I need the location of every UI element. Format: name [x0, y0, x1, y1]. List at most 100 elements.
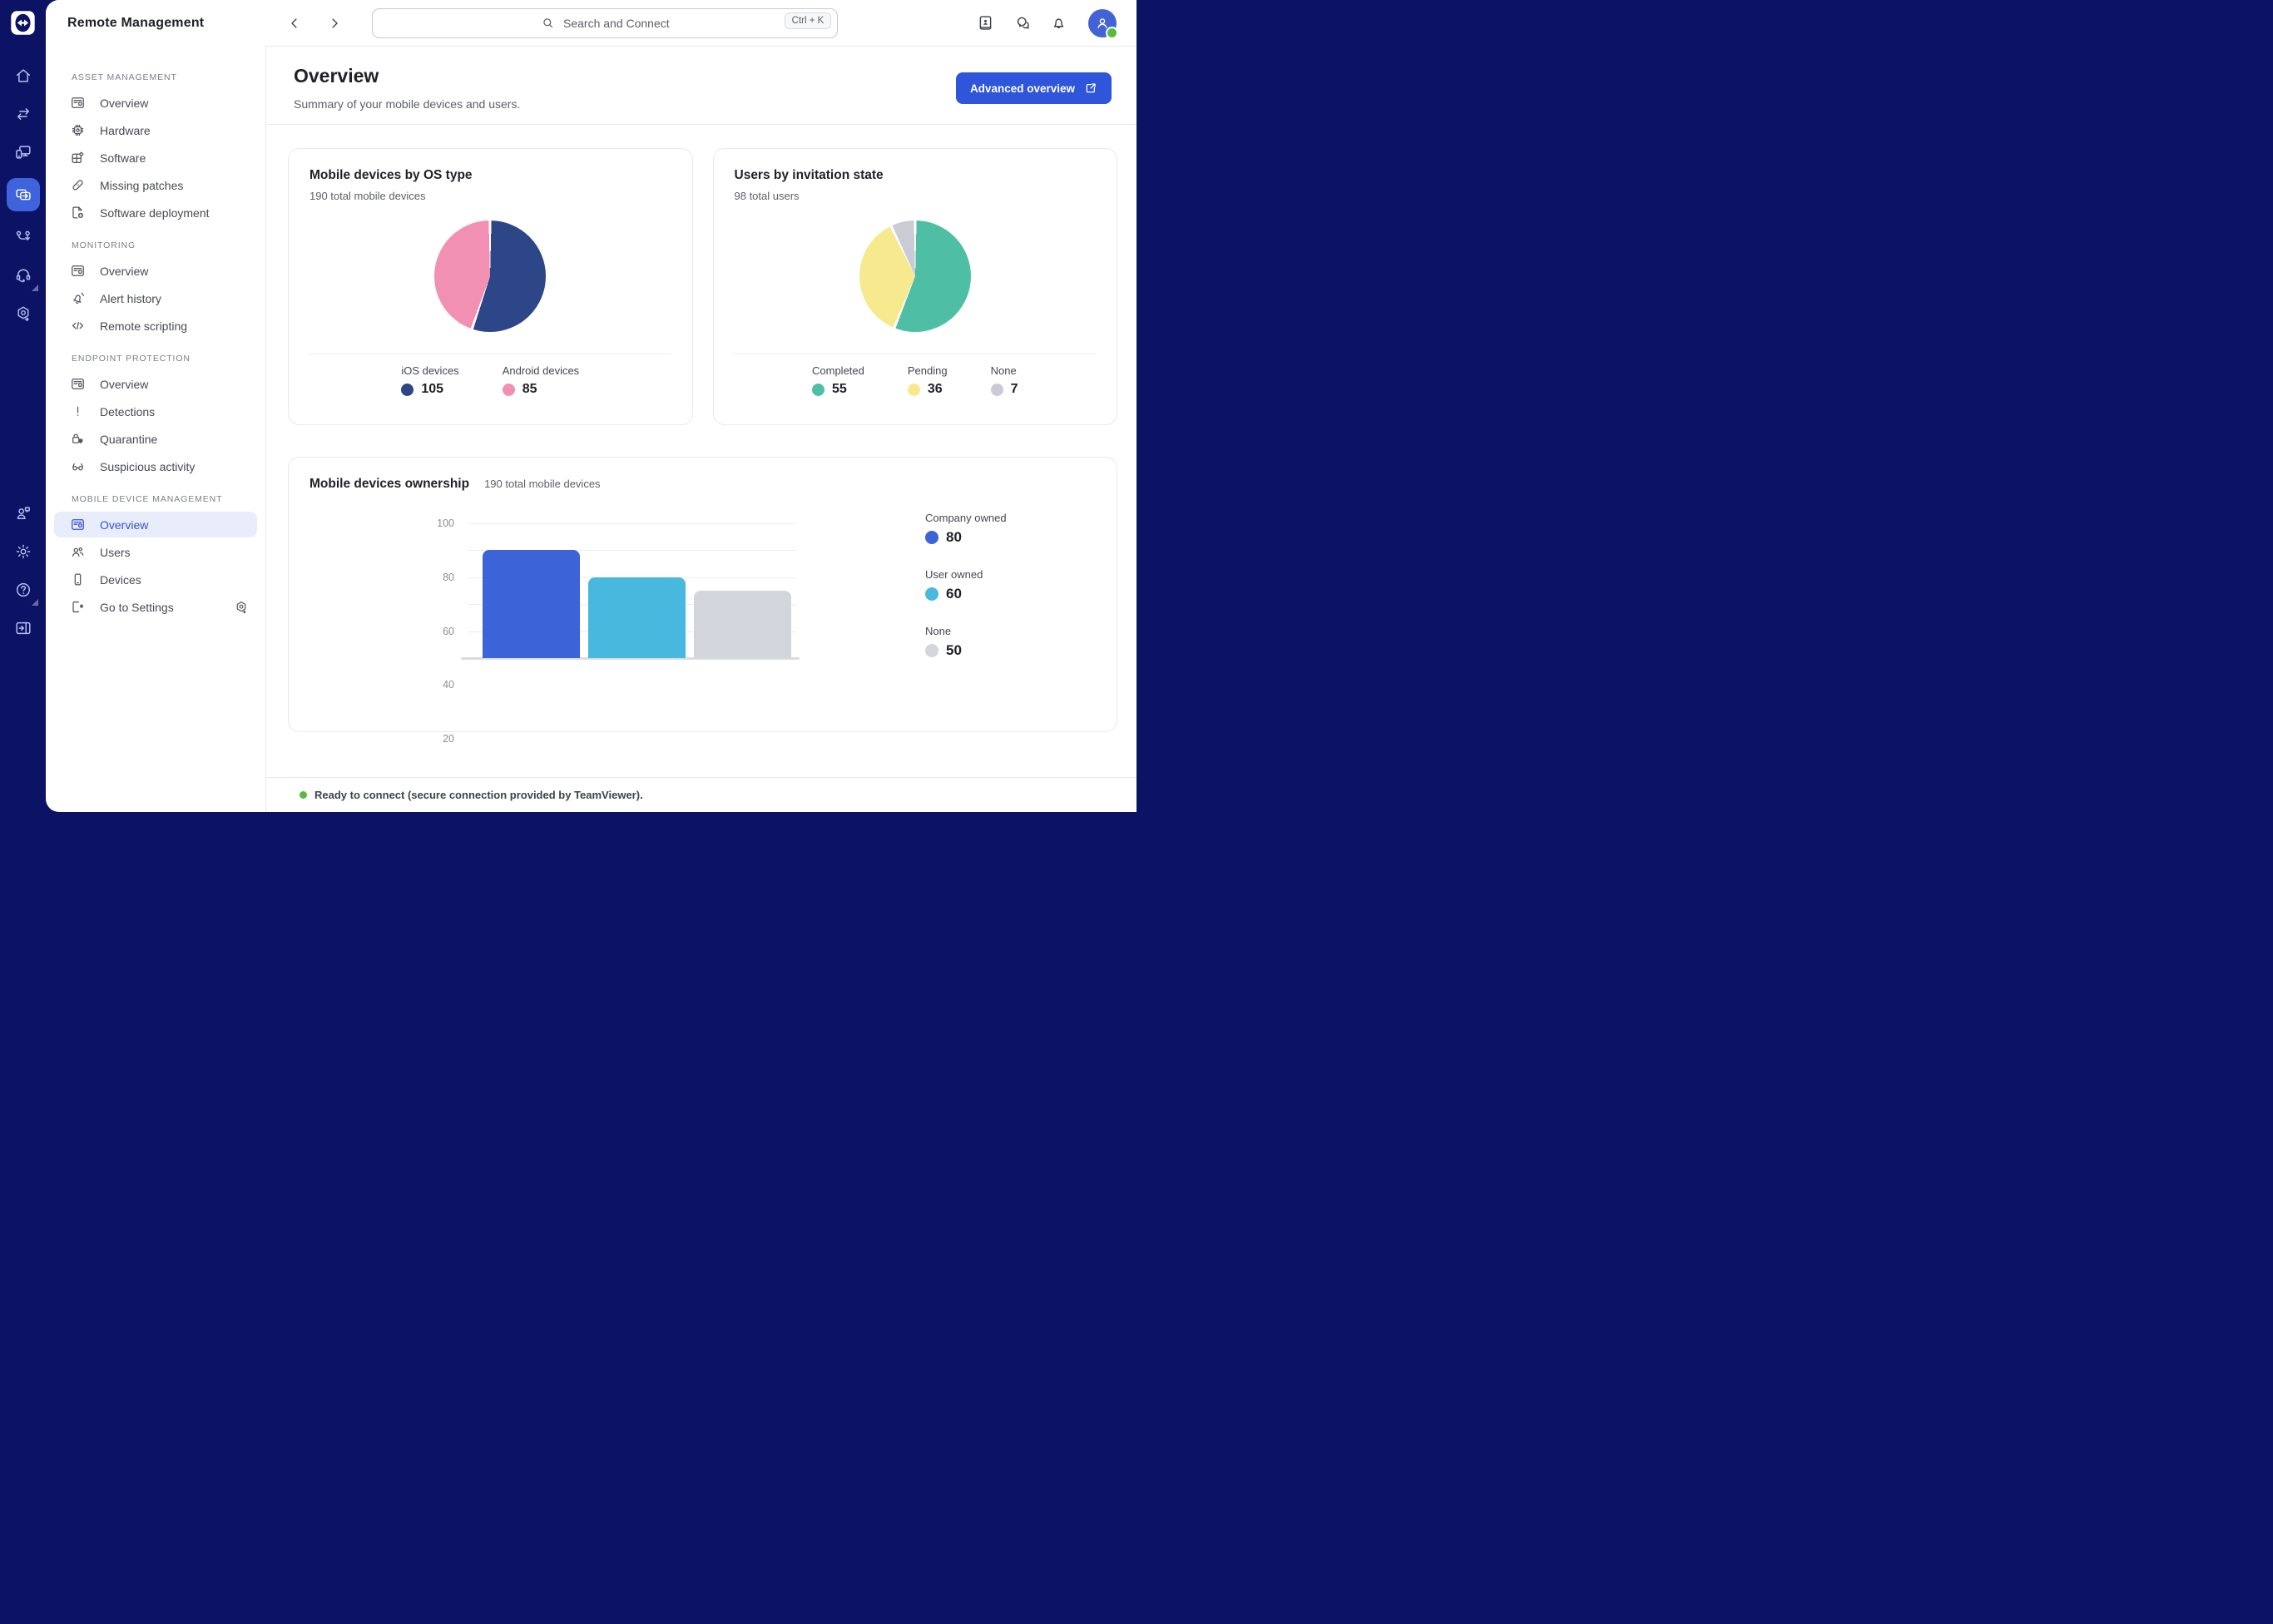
x-axis-baseline — [461, 657, 800, 660]
sidebar-item-overview[interactable]: Overview — [54, 258, 257, 284]
sidebar-item-label: Overview — [100, 264, 149, 278]
sidebar-item-remote-scripting[interactable]: Remote scripting — [54, 313, 257, 339]
legend-value: 85 — [522, 382, 537, 396]
rail-item-devices[interactable] — [11, 140, 36, 165]
card-subtitle: 190 total mobile devices — [310, 190, 426, 202]
sidebar-item-alert-history[interactable]: Alert history — [54, 285, 257, 311]
rail-item-settings-gear[interactable] — [11, 539, 36, 564]
search-placeholder-wrap: Search and Connect — [541, 16, 670, 30]
rail-item-hexagon-session[interactable] — [11, 301, 36, 326]
page-header: Overview Summary of your mobile devices … — [266, 47, 1136, 125]
contact-book-icon[interactable] — [977, 14, 994, 32]
legend-item-company-owned: Company owned 80 — [925, 512, 1007, 546]
advanced-overview-label: Advanced overview — [969, 82, 1075, 95]
sidebar-section-title-monitoring: MONITORING — [72, 240, 136, 250]
bar-company-owned — [483, 550, 580, 658]
sidebar-item-quarantine[interactable]: Quarantine — [54, 426, 257, 452]
bar-legend: Company owned 80 User owned 60 None 50 — [925, 512, 1007, 659]
card-devices-by-os: Mobile devices by OS type 190 total mobi… — [288, 148, 693, 425]
app-title: Remote Management — [67, 15, 205, 30]
advanced-overview-button[interactable]: Advanced overview — [955, 72, 1112, 104]
history-nav — [287, 16, 342, 31]
overview-list-icon — [70, 517, 86, 532]
legend-value: 105 — [421, 382, 444, 396]
sidebar-item-label: Suspicious activity — [100, 459, 196, 473]
y-tick-label: 20 — [443, 733, 454, 745]
card-subtitle: 190 total mobile devices — [484, 478, 601, 490]
devices-icon — [14, 143, 32, 161]
legend-value-row: 36 — [907, 382, 948, 397]
chat-icon[interactable] — [1013, 14, 1031, 32]
forward-chevron-icon[interactable] — [327, 16, 342, 31]
page-subtitle: Summary of your mobile devices and users… — [294, 97, 521, 111]
sidebar-section-title-asset-management: ASSET MANAGEMENT — [72, 72, 177, 82]
card-subtitle: 98 total users — [734, 190, 800, 202]
legend-color-dot — [502, 383, 515, 396]
legend-value: 36 — [927, 382, 943, 396]
sidebar-item-label: Software — [100, 151, 146, 165]
sidebar-item-hardware[interactable]: Hardware — [54, 117, 257, 143]
rail-item-help-question[interactable] — [11, 577, 38, 606]
ownership-bar-chart: 20 40 60 80 100 Company owned 80 User owned 60 N… — [310, 498, 1096, 745]
rail-item-home[interactable] — [11, 63, 36, 88]
card-users-by-invitation: Users by invitation state 98 total users… — [712, 148, 1117, 425]
hexagon-arrow-icon[interactable] — [234, 600, 249, 615]
alert-bell-icon — [70, 290, 86, 306]
pie-legend: iOS devices 105 Android devices 85 — [310, 364, 671, 397]
settings-gear-icon — [14, 542, 32, 561]
sidebar-item-devices[interactable]: Devices — [54, 567, 257, 592]
sidebar-item-label: Overview — [100, 96, 149, 110]
overview-list-icon — [70, 263, 86, 279]
sidebar-item-label: Detections — [100, 404, 156, 418]
lock-shield-icon — [70, 431, 86, 447]
person-icon — [1097, 17, 1107, 28]
user-avatar[interactable] — [1088, 8, 1118, 39]
hexagon-session-icon — [14, 304, 32, 323]
sidebar-item-users[interactable]: Users — [54, 539, 257, 565]
legend-label: iOS devices — [401, 364, 459, 377]
legend-item-user-owned: User owned 60 — [925, 568, 1007, 602]
search-input[interactable]: Search and Connect Ctrl + K — [372, 7, 839, 38]
rail-item-collapse-panel[interactable] — [11, 616, 36, 641]
rail-item-workflow[interactable] — [11, 225, 36, 250]
patch-bandage-icon — [70, 177, 86, 193]
sidebar-item-suspicious-activity[interactable]: Suspicious activity — [54, 453, 257, 479]
sidebar-item-software-deployment[interactable]: Software deployment — [54, 200, 257, 225]
deploy-download-icon — [70, 205, 86, 220]
card-title: Mobile devices ownership — [310, 477, 470, 491]
shortcut-badge: Ctrl + K — [784, 12, 832, 29]
legend-label: Completed — [812, 364, 864, 377]
notifications-bell-icon[interactable] — [1050, 14, 1067, 32]
sidebar-item-overview[interactable]: Overview — [54, 371, 257, 397]
invitation-state-pie-chart — [859, 220, 971, 332]
software-package-icon — [70, 150, 86, 166]
legend-item-pending: Pending 36 — [907, 364, 948, 397]
y-tick-label: 80 — [443, 571, 454, 583]
sidebar-item-label: Quarantine — [100, 432, 158, 446]
back-chevron-icon[interactable] — [287, 16, 302, 31]
sidebar-item-go-to-settings[interactable]: Go to Settings — [54, 594, 257, 620]
sidebar-item-software[interactable]: Software — [54, 145, 257, 171]
connection-status-bar: Ready to connect (secure connection prov… — [266, 777, 1136, 812]
legend-item-completed: Completed 55 — [812, 364, 864, 397]
main-content: Overview Summary of your mobile devices … — [266, 46, 1136, 812]
rail-item-transfer-arrows[interactable] — [11, 102, 36, 126]
remote-management-icon — [14, 186, 32, 204]
legend-color-dot — [925, 531, 938, 544]
help-question-icon — [14, 581, 32, 599]
teamviewer-logo — [10, 10, 36, 36]
sidebar-item-overview[interactable]: Overview — [54, 512, 257, 537]
y-tick-label: 40 — [443, 679, 454, 691]
sidebar-section-title-mobile-device-management: MOBILE DEVICE MANAGEMENT — [72, 494, 223, 504]
legend-value-row: 60 — [925, 586, 1007, 602]
sidebar-item-overview[interactable]: Overview — [54, 90, 257, 116]
card-title: Users by invitation state — [734, 168, 884, 182]
rail-item-user-feedback[interactable] — [11, 501, 36, 526]
rail-item-remote-management[interactable] — [6, 178, 40, 211]
user-feedback-icon — [14, 504, 32, 522]
legend-item-none: None 50 — [925, 625, 1007, 659]
sidebar-item-detections[interactable]: Detections — [54, 399, 257, 424]
sidebar-item-missing-patches[interactable]: Missing patches — [54, 172, 257, 198]
sidebar-item-label: Overview — [100, 377, 149, 391]
rail-item-headset-support[interactable] — [11, 263, 38, 291]
